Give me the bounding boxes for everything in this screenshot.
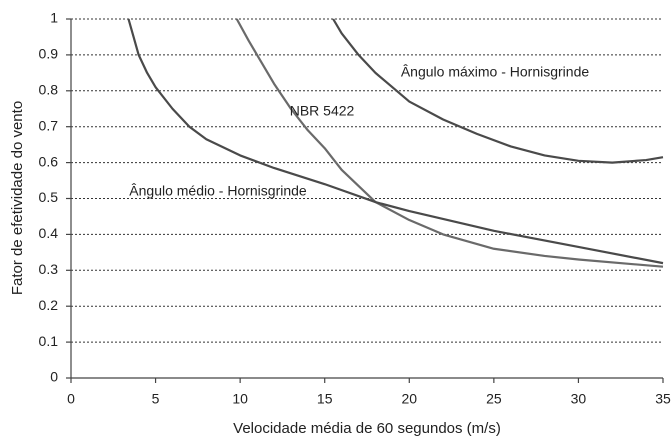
series-line bbox=[127, 18, 664, 265]
x-tick-label: 10 bbox=[232, 391, 248, 407]
x-tick-label: 35 bbox=[655, 391, 671, 407]
x-axis-label: Velocidade média de 60 segundos (m/s) bbox=[233, 420, 501, 437]
x-tick-label: 25 bbox=[486, 391, 502, 407]
y-tick-label: 1 bbox=[50, 10, 58, 26]
y-axis-label: Fator de efetividade do vento bbox=[9, 101, 26, 295]
y-tick-label: 0.9 bbox=[39, 46, 59, 62]
x-tick-label: 30 bbox=[571, 391, 587, 407]
y-tick-label: 0.8 bbox=[39, 82, 59, 98]
x-tick-label: 5 bbox=[152, 391, 160, 407]
y-tick-label: 0.1 bbox=[39, 333, 59, 349]
x-tick-label: 15 bbox=[317, 391, 333, 407]
y-tick-label: 0.4 bbox=[39, 225, 59, 241]
series-label: Ângulo máximo - Hornisgrinde bbox=[401, 64, 590, 80]
series-line bbox=[332, 18, 664, 164]
y-tick-label: 0.2 bbox=[39, 297, 59, 313]
y-tick-label: 0 bbox=[50, 369, 58, 385]
x-tick-label: 0 bbox=[67, 391, 75, 407]
y-tick-label: 0.7 bbox=[39, 117, 59, 133]
series-label: NBR 5422 bbox=[290, 103, 355, 119]
y-tick-label: 0.3 bbox=[39, 261, 59, 277]
series-label: Ângulo médio - Hornisgrinde bbox=[129, 183, 307, 199]
y-tick-label: 0.5 bbox=[39, 189, 59, 205]
y-tick-label: 0.6 bbox=[39, 153, 59, 169]
x-tick-label: 20 bbox=[401, 391, 417, 407]
series-line bbox=[235, 18, 664, 268]
